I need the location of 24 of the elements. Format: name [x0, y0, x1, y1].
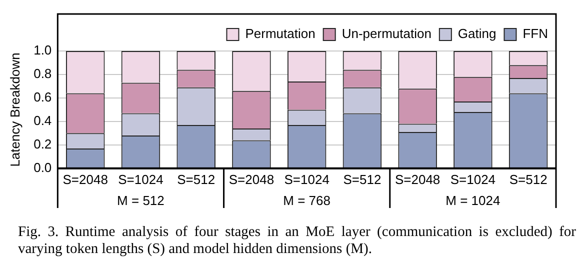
legend-label: Permutation — [245, 26, 316, 42]
y-axis-title: Latency Breakdown — [7, 52, 22, 167]
x-tick-label: S=2048 — [228, 172, 274, 187]
x-tick-label: S=1024 — [118, 172, 164, 187]
x-tick-label: S=2048 — [394, 172, 440, 187]
y-tick-label: 0.0 — [34, 160, 52, 175]
y-tick-label: 1.0 — [34, 42, 52, 58]
x-tick-label: S=1024 — [284, 172, 330, 187]
x-tick-label: S=512 — [177, 172, 216, 187]
text: M = 512 — [117, 193, 164, 208]
text: M = 1024 — [446, 193, 500, 208]
x-tick-label: S=2048 — [62, 172, 108, 187]
x-tick-label: S=512 — [343, 172, 382, 187]
text: M = 768 — [283, 193, 331, 208]
caption: Fig. 3. Runtime analysis of four stages in an MoE layer (communication is excluded) for varying token lengths (S) and model hidden dimensions (M). — [18, 224, 576, 258]
y-tick-label: 0.6 — [34, 90, 52, 105]
legend-label: Gating — [458, 26, 496, 42]
y-tick-label: 0.4 — [34, 113, 52, 128]
y-tick-label: 0.2 — [34, 136, 52, 152]
legend-label: Un-permutation — [342, 26, 432, 42]
x-tick-label: S=1024 — [450, 172, 496, 187]
y-tick-label: 0.8 — [34, 66, 52, 82]
x-tick-label: S=512 — [509, 172, 548, 187]
legend-label: FFN — [522, 26, 548, 42]
